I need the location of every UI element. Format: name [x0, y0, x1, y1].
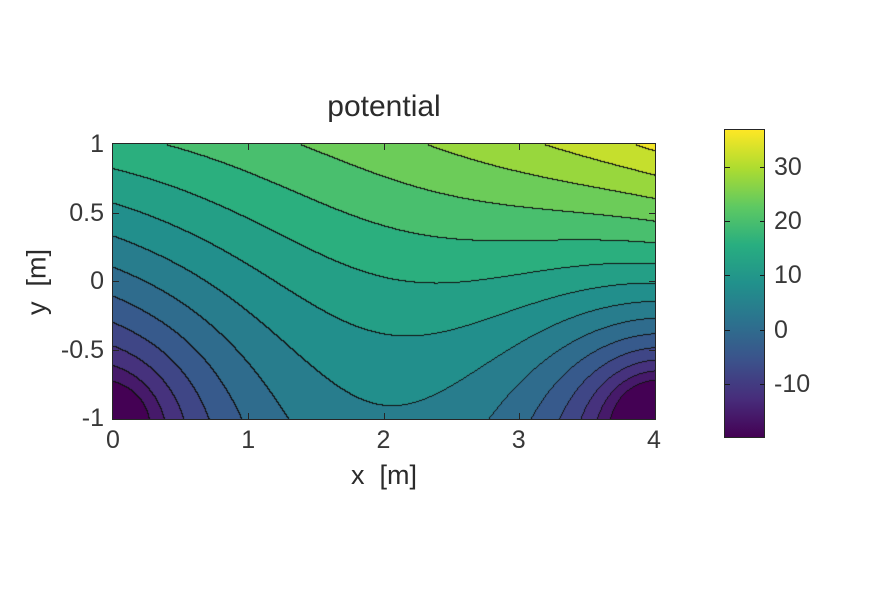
colorbar-tick-mark	[725, 384, 730, 385]
y-tick-mark	[113, 281, 119, 282]
x-tick-label: 2	[376, 426, 391, 454]
x-tick-mark	[248, 144, 249, 150]
colorbar-tick-mark	[725, 275, 730, 276]
colorbar-tick-label: 20	[774, 207, 802, 236]
y-tick-label: 1	[90, 130, 104, 158]
y-tick-mark	[113, 350, 119, 351]
x-tick-mark	[384, 413, 385, 419]
y-tick-label: 0.5	[69, 198, 104, 227]
colorbar-tick-mark	[725, 330, 730, 331]
x-tick-label: 1	[241, 426, 256, 454]
y-tick-label: -1	[81, 404, 104, 432]
chart-title: potential	[327, 90, 441, 123]
colorbar-tick-label: -10	[774, 369, 811, 398]
plot-area	[112, 143, 656, 420]
y-tick-mark	[113, 213, 119, 214]
x-tick-mark	[519, 413, 520, 419]
colorbar-tick-label: 0	[774, 315, 788, 344]
y-axis-label: y [m]	[21, 249, 52, 315]
x-tick-label: 3	[511, 426, 526, 454]
colorbar-tick-label: 10	[774, 261, 802, 290]
y-tick-label: -0.5	[60, 335, 104, 364]
colorbar-tick-mark	[760, 384, 765, 385]
colorbar-tick-mark	[725, 167, 730, 168]
x-axis-label: x [m]	[351, 460, 417, 490]
x-tick-mark	[384, 144, 385, 150]
x-tick-mark	[248, 413, 249, 419]
y-tick-mark	[649, 281, 655, 282]
x-tick-label: 4	[647, 426, 661, 454]
colorbar-gradient	[724, 129, 765, 438]
x-tick-mark	[519, 144, 520, 150]
y-tick-mark	[649, 213, 655, 214]
colorbar-tick-mark	[760, 221, 765, 222]
x-tick-label: 0	[106, 426, 120, 454]
contour-plot-canvas	[113, 144, 655, 419]
colorbar-tick-mark	[760, 275, 765, 276]
colorbar-tick-mark	[760, 167, 765, 168]
colorbar-tick-mark	[760, 330, 765, 331]
y-tick-label: 0	[90, 267, 104, 295]
colorbar-tick-mark	[725, 221, 730, 222]
y-tick-mark	[649, 350, 655, 351]
colorbar-tick-label: 30	[774, 152, 802, 181]
